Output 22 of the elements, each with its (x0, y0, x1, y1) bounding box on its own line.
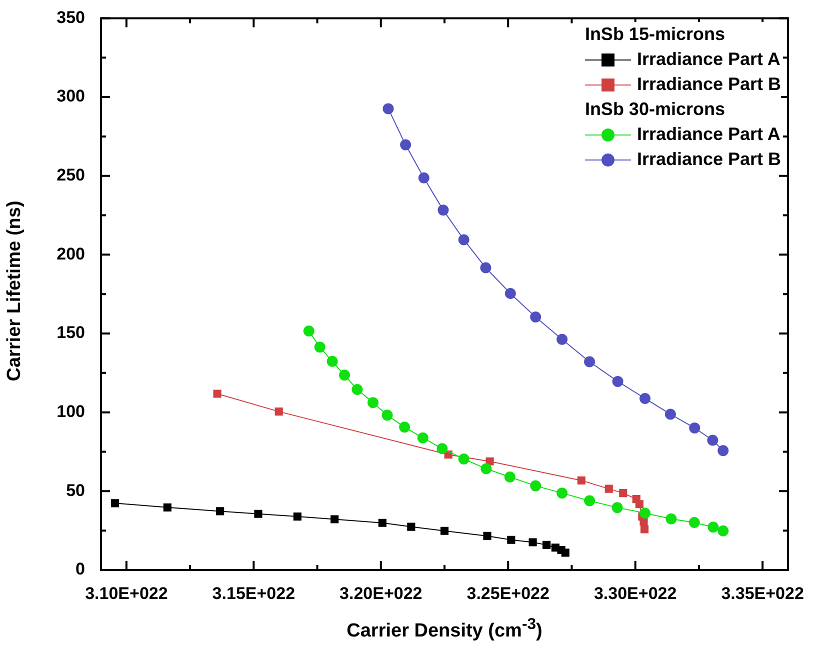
y-tick-label: 300 (56, 86, 85, 106)
y-tick-label: 250 (56, 166, 85, 185)
y-tick-label: 50 (66, 480, 85, 500)
y-tick-label: 150 (56, 323, 85, 342)
y-tick-label: 0 (76, 560, 85, 579)
legend-label: Irradiance Part B (636, 73, 781, 96)
y-axis-title: Carrier Lifetime (ns) (4, 200, 26, 384)
y-tick-label: 350 (56, 8, 85, 27)
y-tick-label: 100 (56, 402, 85, 422)
legend-label: Irradiance Part A (636, 123, 780, 146)
x-tick-label: 3.25E+022 (466, 584, 550, 603)
x-tick-label: 3.10E+022 (85, 584, 168, 603)
annotation: InSb 15-microns (584, 23, 726, 46)
x-axis-title: Carrier Density (cm$^{-3}$) (346, 616, 544, 642)
x-tick-label: 3.35E+022 (721, 584, 804, 603)
y-tick-label: 200 (56, 244, 85, 264)
annotation: InSb 30-microns (584, 98, 726, 121)
x-tick-label: 3.30E+022 (594, 584, 677, 603)
legend-label: Irradiance Part A (636, 48, 780, 71)
legend-label: Irradiance Part B (636, 148, 781, 171)
x-tick-label: 3.20E+022 (340, 584, 422, 603)
x-tick-label: 3.15E+022 (212, 584, 296, 603)
